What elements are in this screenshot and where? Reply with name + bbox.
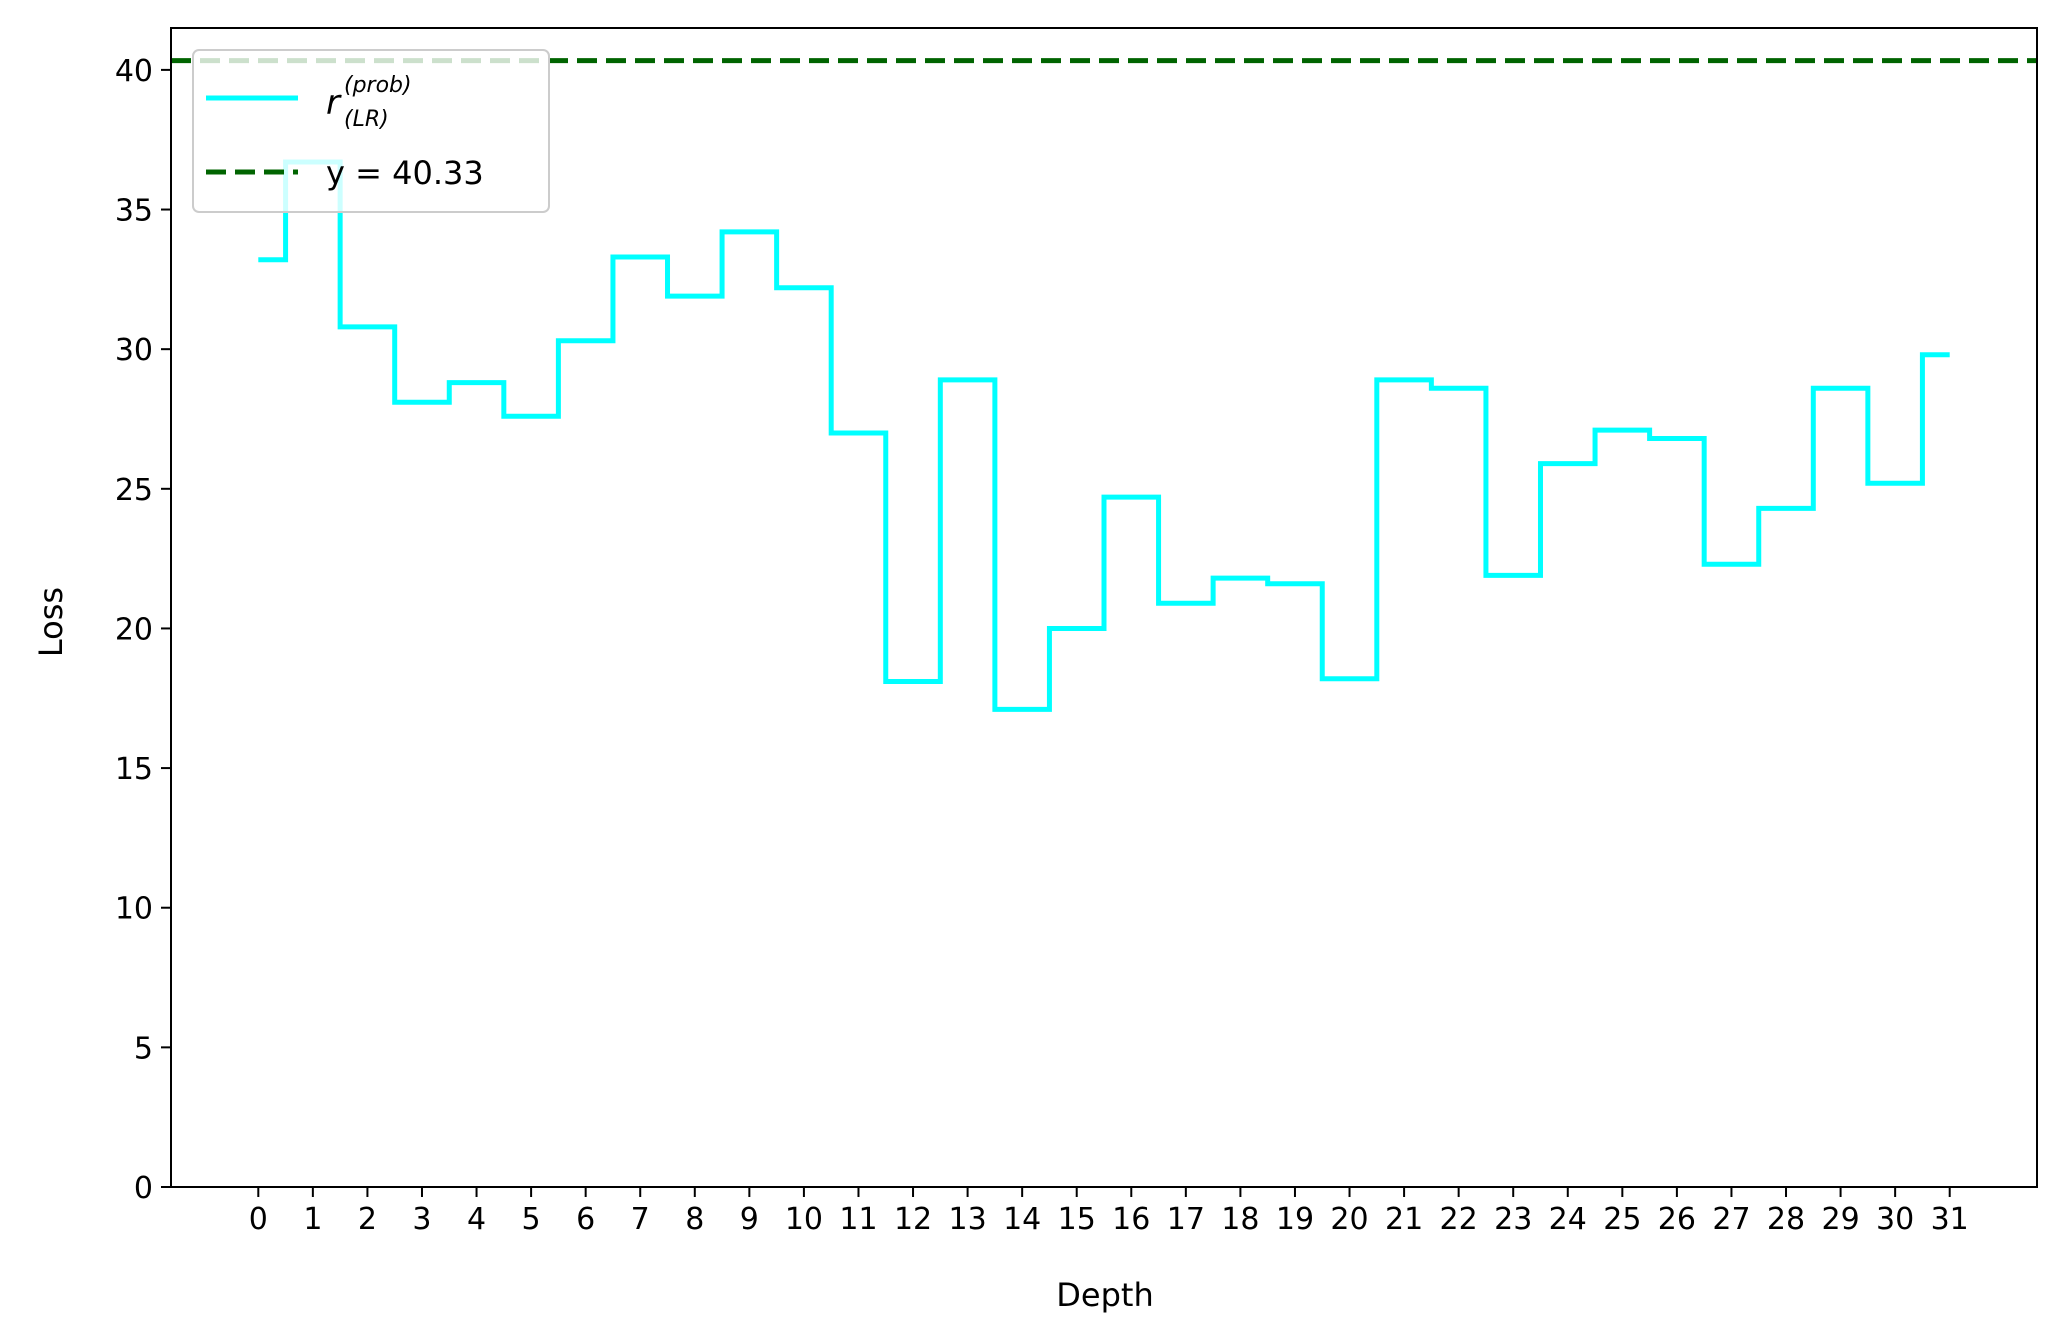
legend-label-reference: y = 40.33	[326, 154, 484, 192]
y-tick-label-3: 15	[115, 752, 153, 787]
x-tick-label-8: 8	[685, 1202, 704, 1237]
x-tick-label-1: 1	[303, 1202, 322, 1237]
legend: r (prob) (LR) y = 40.33	[192, 49, 550, 213]
y-tick-label-0: 0	[134, 1171, 153, 1206]
x-tick-label-22: 22	[1440, 1202, 1478, 1237]
x-tick-label-13: 13	[949, 1202, 987, 1237]
x-tick-label-4: 4	[467, 1202, 486, 1237]
plot-area	[171, 58, 2037, 712]
x-tick-label-10: 10	[785, 1202, 823, 1237]
y-tick-label-1: 5	[134, 1031, 153, 1066]
x-tick-label-14: 14	[1003, 1202, 1041, 1237]
x-tick-label-20: 20	[1330, 1202, 1368, 1237]
x-tick-label-23: 23	[1494, 1202, 1532, 1237]
x-tick-label-31: 31	[1931, 1202, 1969, 1237]
x-tick-label-11: 11	[839, 1202, 877, 1237]
x-tick-label-19: 19	[1276, 1202, 1314, 1237]
y-tick-label-4: 20	[115, 612, 153, 647]
x-tick-label-3: 3	[412, 1202, 431, 1237]
x-tick-label-30: 30	[1876, 1202, 1914, 1237]
x-tick-label-0: 0	[249, 1202, 268, 1237]
y-axis-title: Loss	[32, 587, 70, 657]
legend-label-series: r (prob) (LR)	[326, 73, 412, 132]
y-tick-label-6: 30	[115, 333, 153, 368]
x-tick-label-7: 7	[631, 1202, 650, 1237]
x-tick-label-6: 6	[576, 1202, 595, 1237]
y-tick-label-2: 10	[115, 892, 153, 927]
x-tick-label-9: 9	[740, 1202, 759, 1237]
x-tick-label-16: 16	[1112, 1202, 1150, 1237]
axes: 0 1 2 3 4 5 6 7 8 9 10 11 12 13 14 15 16 17 18 19 20 21 22 23 24…	[115, 27, 2038, 1237]
x-tick-label-24: 24	[1549, 1202, 1587, 1237]
x-tick-label-5: 5	[522, 1202, 541, 1237]
axes-frame	[170, 27, 2038, 1188]
x-tick-label-26: 26	[1658, 1202, 1696, 1237]
x-tick-label-25: 25	[1603, 1202, 1641, 1237]
x-tick-label-28: 28	[1767, 1202, 1805, 1237]
x-tick-label-2: 2	[358, 1202, 377, 1237]
x-tick-label-17: 17	[1167, 1202, 1205, 1237]
x-tick-label-21: 21	[1385, 1202, 1423, 1237]
x-tick-label-15: 15	[1058, 1202, 1096, 1237]
series-line-0	[258, 159, 1950, 712]
x-tick-label-12: 12	[894, 1202, 932, 1237]
x-axis-title: Depth	[1056, 1276, 1153, 1314]
y-tick-label-5: 25	[115, 473, 153, 508]
x-tick-label-29: 29	[1821, 1202, 1859, 1237]
x-tick-label-18: 18	[1221, 1202, 1259, 1237]
x-tick-label-27: 27	[1712, 1202, 1750, 1237]
y-tick-label-7: 35	[115, 194, 153, 229]
y-tick-label-8: 40	[115, 54, 153, 89]
